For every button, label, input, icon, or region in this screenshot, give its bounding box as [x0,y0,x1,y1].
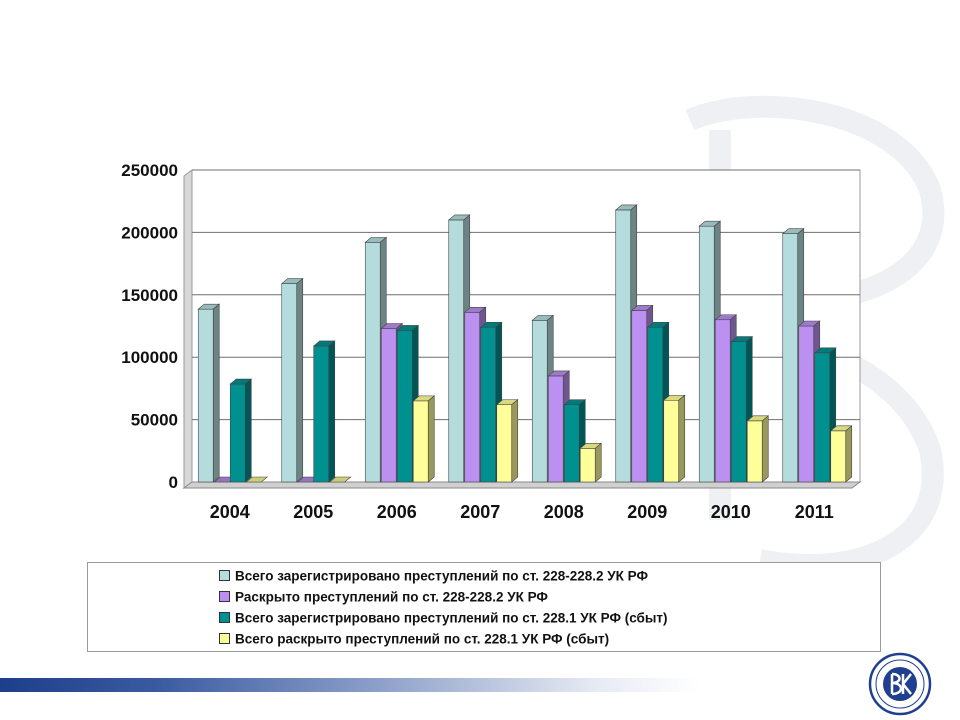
legend-item-solved-sales: Всего раскрыто преступлений по ст. 228.1… [219,629,609,649]
x-tick-label: 2010 [711,502,751,522]
y-tick-label: 150000 [121,286,178,305]
legend-label: Раскрыто преступлений по ст. 228-228.2 У… [235,589,548,605]
legend-swatch [219,611,230,623]
y-tick-label: 100000 [121,348,178,367]
y-tick-label: 200000 [121,223,178,242]
y-tick-label: 0 [169,473,178,492]
legend-swatch [219,632,230,644]
legend-item-solved-total: Раскрыто преступлений по ст. 228-228.2 У… [219,587,548,607]
y-axis-tick-labels: 0 50000 100000 150000 200000 250000 [121,161,178,492]
x-tick-label: 2008 [544,502,584,522]
chart-legend: Всего зарегистрировано преступлений по с… [87,562,881,652]
x-tick-label: 2005 [293,502,333,522]
legend-swatch [219,590,230,602]
bar-2004-series-1 [197,303,221,483]
y-tick-label: 50000 [131,411,178,430]
chart-floor [182,481,862,489]
chart-side-wall [183,169,193,489]
legend-label: Всего зарегистрировано преступлений по с… [235,568,648,584]
legend-item-registered-total: Всего зарегистрировано преступлений по с… [219,566,648,586]
x-tick-label: 2006 [377,502,417,522]
x-tick-label: 2009 [627,502,667,522]
legend-label: Всего зарегистрировано преступлений по с… [235,610,668,626]
bar-2008-series-4 [579,442,603,483]
bar-2004-series-3 [229,378,253,483]
university-logo-icon [868,652,932,716]
bar-2004-series-4 [245,476,269,483]
bar-2011-series-4 [829,425,853,483]
bar-2006-series-4 [412,395,436,483]
bar-2009-series-4 [662,394,686,483]
x-axis-tick-labels: 2004 2005 2006 2007 2008 2009 2010 2011 [210,502,834,522]
footer-gradient-bar [0,678,700,692]
x-tick-label: 2007 [460,502,500,522]
legend-swatch [219,569,230,581]
x-tick-label: 2004 [210,502,250,522]
bar-2005-series-4 [328,476,352,483]
bar-2007-series-4 [495,398,519,483]
chart-bars [197,204,853,483]
legend-item-registered-sales: Всего зарегистрировано преступлений по с… [219,608,668,628]
bar-2005-series-1 [280,277,304,483]
legend-label: Всего раскрыто преступлений по ст. 228.1… [235,631,610,647]
bar-2005-series-3 [312,340,336,483]
y-tick-label: 250000 [121,161,178,180]
bar-2010-series-4 [746,415,770,483]
x-tick-label: 2011 [795,502,834,522]
